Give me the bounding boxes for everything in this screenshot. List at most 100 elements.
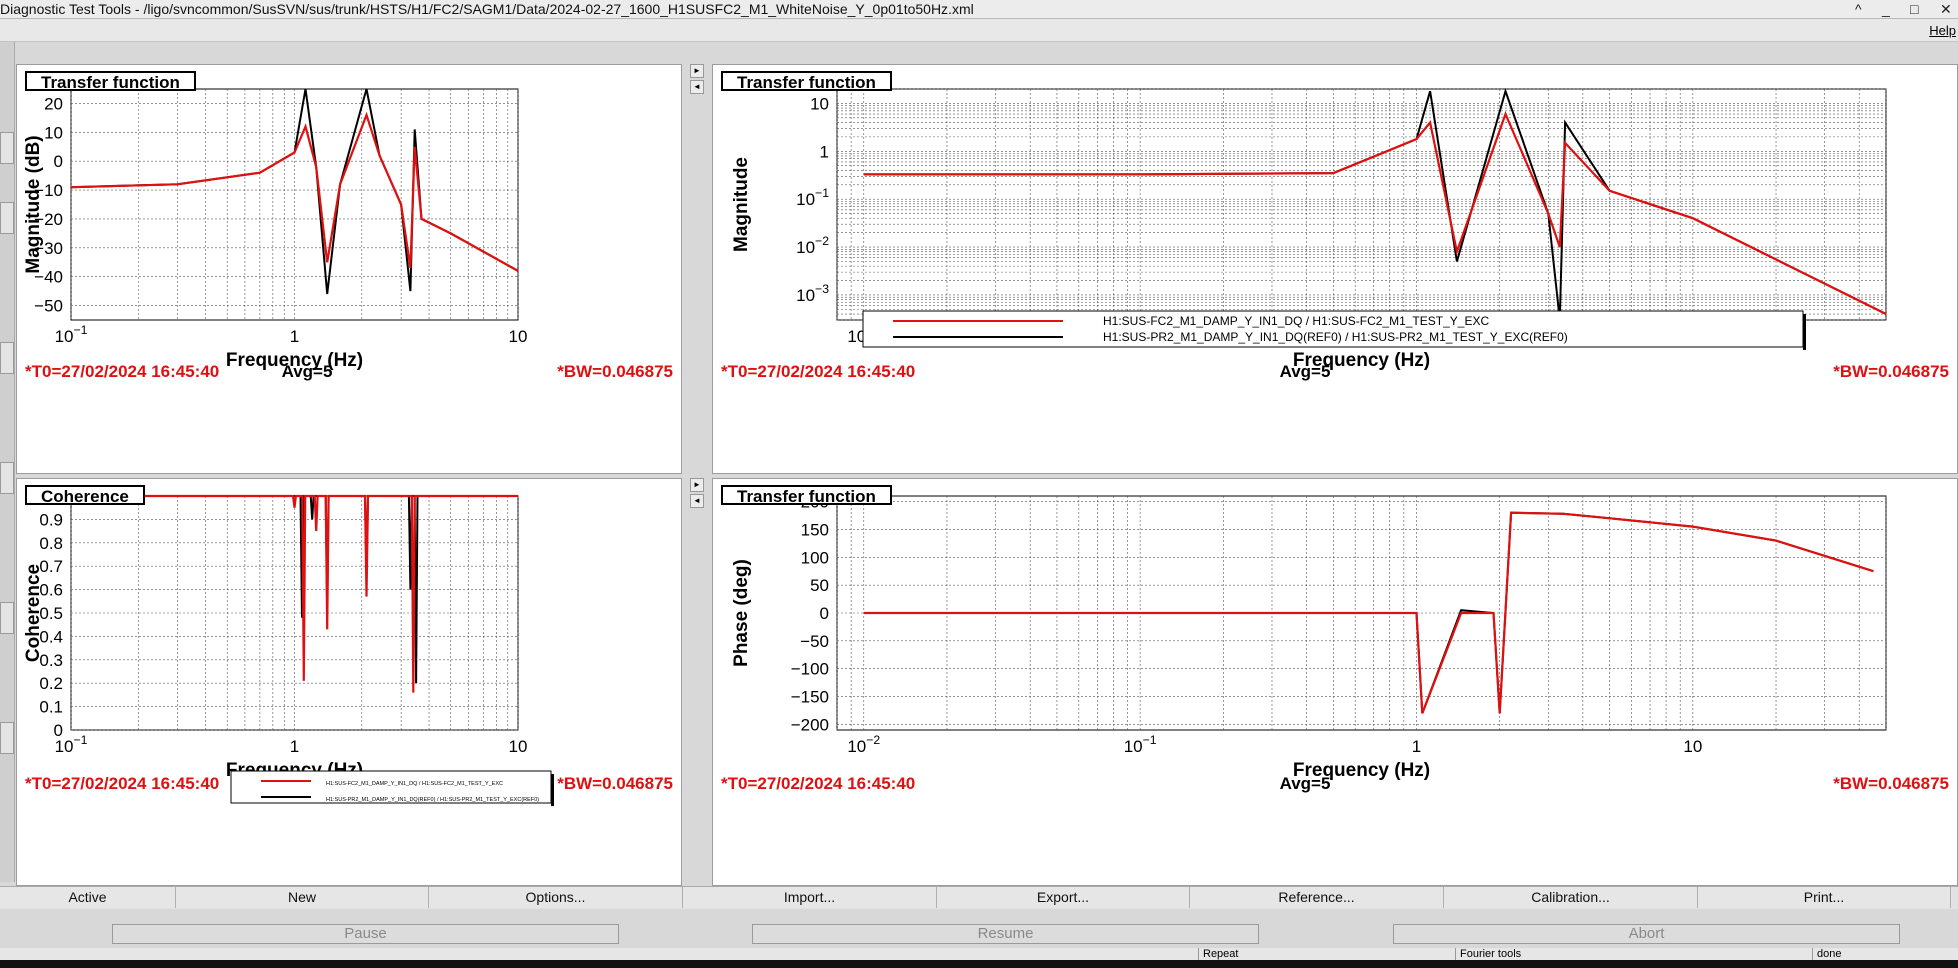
options-button[interactable]: Options... bbox=[429, 887, 683, 908]
sidebar-tab[interactable] bbox=[0, 132, 14, 164]
panel-magnitude-db: Transfer function 10−1 1 10 20 10 0 −10 −20 −30 −… bbox=[16, 64, 682, 474]
y-axis-label: Phase (deg) bbox=[731, 559, 752, 667]
left-sidebar bbox=[0, 42, 15, 882]
y-axis-label: Coherence bbox=[23, 564, 44, 662]
panel-magnitude: Transfer function 10−210−111010110−110−2… bbox=[712, 64, 1958, 474]
window-title: Diagnostic Test Tools - /ligo/svncommon/… bbox=[0, 1, 974, 17]
shade-button[interactable]: ^ bbox=[1855, 1, 1862, 17]
status-bar: Repeat Fourier tools done bbox=[0, 948, 1958, 960]
legend-box bbox=[862, 310, 1804, 348]
import-button[interactable]: Import... bbox=[683, 887, 937, 908]
series-line-red bbox=[70, 111, 519, 272]
y-tick-label: 0.7 bbox=[39, 557, 63, 576]
y-tick-label: 0.3 bbox=[39, 651, 63, 670]
x-tick-label: 1 bbox=[290, 737, 299, 756]
sidebar-tab[interactable] bbox=[0, 602, 14, 634]
menubar: Help bbox=[0, 19, 1958, 42]
footer-t0: *T0=27/02/2024 16:45:40 bbox=[25, 362, 219, 381]
abort-button[interactable]: Abort bbox=[1393, 924, 1900, 944]
y-tick-label: −200 bbox=[791, 715, 829, 734]
y-tick-label: 10 bbox=[44, 123, 63, 142]
status-fourier: Fourier tools bbox=[1455, 948, 1810, 960]
y-tick-label: 50 bbox=[810, 576, 829, 595]
y-tick-label: −100 bbox=[791, 660, 829, 679]
legend-label: H1:SUS-PR2_M1_DAMP_Y_IN1_DQ(REF0) / H1:S… bbox=[1103, 330, 1568, 344]
minimize-button[interactable]: _ bbox=[1882, 1, 1890, 17]
footer-t0: *T0=27/02/2024 16:45:40 bbox=[721, 362, 915, 381]
y-tick-label: 0 bbox=[54, 721, 63, 740]
panel-coherence: Coherence 10−111010.90.80.70.60.50.40.30… bbox=[16, 478, 682, 886]
footer-t0: *T0=27/02/2024 16:45:40 bbox=[721, 774, 915, 793]
x-tick-label: 10 bbox=[509, 327, 528, 346]
pause-button[interactable]: Pause bbox=[112, 924, 619, 944]
sidebar-tab[interactable] bbox=[0, 342, 14, 374]
legend-shadow bbox=[1803, 314, 1806, 350]
y-axis-label: Magnitude (dB) bbox=[23, 135, 44, 273]
panel-title: Transfer function bbox=[25, 71, 196, 92]
active-button[interactable]: Active bbox=[0, 887, 176, 908]
help-menu[interactable]: Help bbox=[1929, 23, 1956, 38]
y-tick-label: 0.8 bbox=[39, 534, 63, 553]
y-tick-label: 100 bbox=[801, 548, 829, 567]
export-button[interactable]: Export... bbox=[937, 887, 1190, 908]
footer-avg: Avg=5 bbox=[1280, 362, 1331, 381]
x-axis-label: Frequency (Hz) bbox=[1293, 760, 1430, 781]
arrow-right-icon[interactable]: ► bbox=[690, 64, 704, 78]
y-tick-label: 10 bbox=[810, 94, 829, 113]
y-tick-label: −50 bbox=[800, 632, 829, 651]
y-tick-label: 10−3 bbox=[796, 282, 829, 305]
y-tick-label: −20 bbox=[34, 210, 63, 229]
y-tick-label: 0.2 bbox=[39, 674, 63, 693]
resume-button[interactable]: Resume bbox=[752, 924, 1259, 944]
plot-frame bbox=[836, 88, 1887, 321]
y-tick-label: 1 bbox=[820, 142, 829, 161]
sidebar-tab[interactable] bbox=[0, 202, 14, 234]
control-row: Pause Resume Abort bbox=[0, 909, 1958, 947]
series-line-red bbox=[71, 494, 518, 693]
y-tick-label: −40 bbox=[34, 268, 63, 287]
panel-phase: Transfer function 10−210−111020015010050… bbox=[712, 478, 1958, 886]
x-axis-label: Frequency (Hz) bbox=[1293, 350, 1430, 371]
legend-label: H1:SUS-FC2_M1_DAMP_Y_IN1_DQ / H1:SUS-FC2… bbox=[1103, 314, 1489, 328]
footer-bw: *BW=0.046875 bbox=[1833, 362, 1949, 381]
y-tick-label: −150 bbox=[791, 688, 829, 707]
footer-avg: Avg=5 bbox=[282, 362, 333, 381]
x-tick-label: 1 bbox=[290, 327, 299, 346]
maximize-button[interactable]: □ bbox=[1910, 1, 1919, 17]
arrow-right-icon[interactable]: ► bbox=[690, 478, 704, 492]
chart-coherence[interactable]: 10−111010.90.80.70.60.50.40.30.20.10Freq… bbox=[17, 479, 681, 885]
bottom-toolbar: Active New Options... Import... Export..… bbox=[0, 886, 1958, 909]
chart-magnitude-db[interactable]: 10−1 1 10 20 10 0 −10 −20 −30 −40 −50 Frequency (Hz… bbox=[17, 65, 681, 473]
y-axis-label: Magnitude bbox=[731, 157, 752, 252]
new-button[interactable]: New bbox=[176, 887, 429, 908]
footer-avg: Avg=5 bbox=[1280, 774, 1331, 793]
x-tick-label: 10−1 bbox=[55, 323, 88, 346]
arrow-left-icon[interactable]: ◄ bbox=[690, 494, 704, 508]
print-button[interactable]: Print... bbox=[1698, 887, 1951, 908]
reference-button[interactable]: Reference... bbox=[1190, 887, 1444, 908]
chart-phase[interactable]: 10−210−1110200150100500−50−100−150−200Fr… bbox=[713, 479, 1957, 885]
window-titlebar: Diagnostic Test Tools - /ligo/svncommon/… bbox=[0, 0, 1958, 19]
footer-bw: *BW=0.046875 bbox=[557, 362, 673, 381]
y-tick-label: −50 bbox=[34, 297, 63, 316]
y-tick-label: 0 bbox=[820, 604, 829, 623]
y-tick-label: 10−1 bbox=[796, 186, 829, 209]
sidebar-tab[interactable] bbox=[0, 462, 14, 494]
calibration-button[interactable]: Calibration... bbox=[1444, 887, 1698, 908]
panel-title: Transfer function bbox=[721, 485, 892, 506]
x-tick-label: 10−1 bbox=[1124, 733, 1157, 756]
footer-t0: *T0=27/02/2024 16:45:40 bbox=[25, 774, 219, 793]
series-line-red bbox=[863, 110, 1887, 315]
legend-shadow bbox=[551, 774, 554, 806]
y-tick-label: 0.5 bbox=[39, 604, 63, 623]
sidebar-tab[interactable] bbox=[0, 722, 14, 754]
series-line-red bbox=[863, 511, 1874, 714]
x-axis-label: Frequency (Hz) bbox=[226, 350, 363, 371]
x-tick-label: 10−2 bbox=[847, 733, 880, 756]
arrow-left-icon[interactable]: ◄ bbox=[690, 80, 704, 94]
legend-label: H1:SUS-PR2_M1_DAMP_Y_IN1_DQ(REF0) / H1:S… bbox=[326, 797, 539, 803]
y-tick-label: −30 bbox=[34, 239, 63, 258]
footer-bw: *BW=0.046875 bbox=[557, 774, 673, 793]
close-button[interactable]: ✕ bbox=[1940, 1, 1952, 17]
